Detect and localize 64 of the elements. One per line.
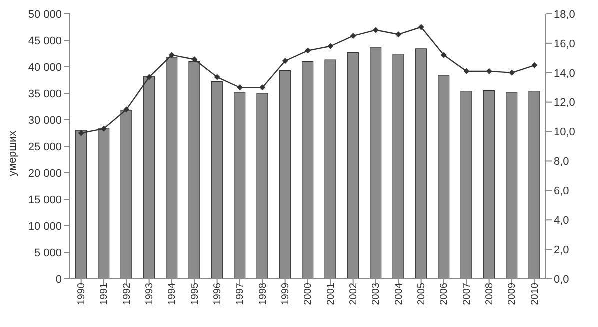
y-tick-label: 20 000 [28, 168, 62, 180]
x-tick-label: 2009 [507, 282, 518, 306]
x-tick-label: 1990 [76, 282, 88, 306]
x-tick-label: 1992 [122, 282, 133, 306]
point [282, 58, 288, 64]
x-tick-label: 1997 [235, 282, 246, 306]
y2-tick-label: 4,0 [554, 215, 570, 228]
x-tick-label: 1995 [190, 282, 201, 306]
point [396, 32, 402, 38]
x-tick-label: 2008 [484, 282, 496, 306]
y-tick-label: 30 000 [28, 114, 62, 127]
point [418, 24, 424, 30]
x-tick-label: 2002 [348, 282, 360, 306]
y2-tick-label: 14,0 [554, 68, 576, 80]
point [124, 106, 130, 113]
y-tick-label: 35 000 [28, 88, 62, 100]
y2-tick-label: 2,0 [554, 244, 570, 256]
y2-tick-label: 6,0 [554, 186, 570, 198]
y-tick-label: 40 000 [28, 62, 62, 74]
y-tick-label: 15 000 [28, 194, 62, 206]
point [532, 62, 538, 69]
point [441, 52, 447, 58]
y-tick-label: 45 000 [28, 35, 62, 48]
x-tick-label: 1991 [99, 282, 110, 306]
x-tick-label: 1994 [167, 282, 178, 306]
y-tick-label: 10 000 [28, 220, 62, 233]
x-tick-label: 2007 [462, 282, 473, 306]
x-tick-label: 2010 [530, 282, 541, 306]
x-tick-label: 2003 [371, 282, 382, 306]
y2-tick-label: 16,0 [554, 38, 576, 50]
x-tick-label: 1993 [144, 282, 156, 306]
x-tick-label: 2000 [303, 282, 314, 306]
y-tick-label: 25 000 [28, 141, 62, 154]
point [237, 84, 243, 91]
x-tick-label: 1996 [212, 282, 224, 306]
y-tick-label: 0 [56, 274, 62, 286]
y-tick-label: 5 000 [34, 247, 62, 260]
point [305, 48, 311, 54]
y2-tick-label: 18,0 [554, 8, 576, 21]
x-tick-label: 1998 [258, 282, 269, 306]
x-tick-label: 1999 [280, 282, 292, 306]
y-tick-label: 50 000 [28, 8, 62, 21]
point [486, 68, 492, 74]
x-tick-label: 2004 [394, 282, 405, 306]
y2-tick-label: 10,0 [554, 126, 576, 139]
point [509, 70, 515, 76]
y2-tick-label: 12,0 [554, 97, 576, 110]
point [101, 126, 107, 132]
point [78, 130, 84, 136]
x-tick-label: 2006 [439, 282, 450, 306]
point [192, 56, 198, 63]
y-axis-title: умерших [6, 130, 19, 176]
x-tick-label: 2001 [326, 282, 337, 306]
point [169, 52, 175, 58]
x-tick-label: 2005 [416, 282, 428, 306]
point [260, 84, 266, 91]
point [146, 74, 152, 80]
point [350, 33, 356, 40]
y2-tick-label: 0,0 [554, 274, 570, 286]
point [464, 68, 470, 74]
y2-tick-label: 8,0 [554, 156, 570, 168]
point [214, 74, 220, 80]
point [328, 43, 334, 50]
point [373, 27, 379, 34]
